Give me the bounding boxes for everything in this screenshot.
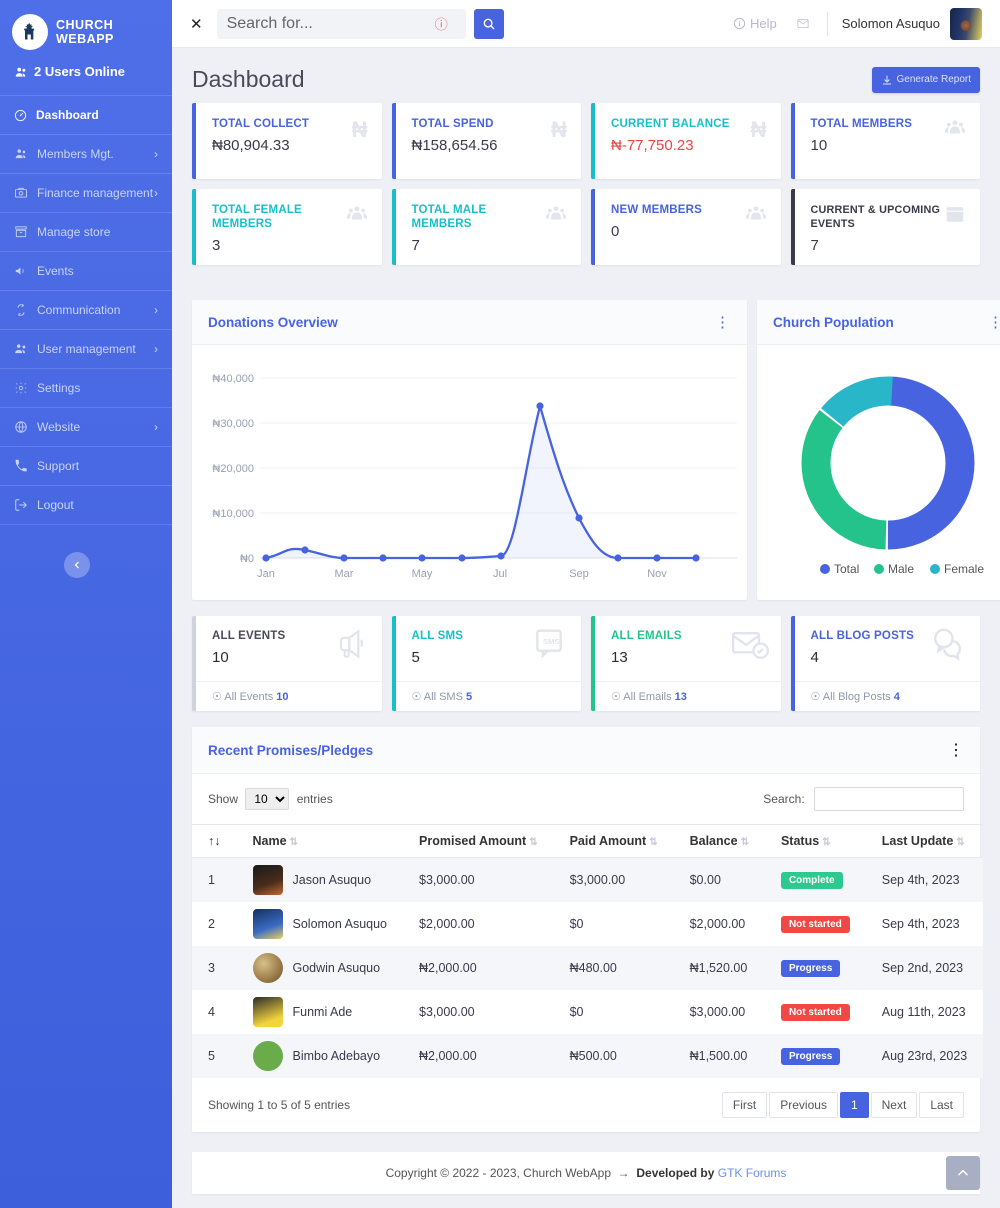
svg-text:Nov: Nov	[647, 568, 667, 580]
svg-text:Male: Male	[888, 562, 914, 576]
svg-text:₦20,000: ₦20,000	[212, 463, 254, 475]
svg-text:Jan: Jan	[257, 568, 275, 580]
svg-text:Mar: Mar	[335, 568, 354, 580]
svg-text:₦40,000: ₦40,000	[212, 373, 254, 385]
svg-text:Female: Female	[944, 562, 984, 576]
svg-text:₦10,000: ₦10,000	[212, 508, 254, 520]
svg-text:Sep: Sep	[569, 568, 589, 580]
svg-text:₦0: ₦0	[240, 553, 254, 565]
svg-text:Jul: Jul	[493, 568, 507, 580]
svg-text:SMS: SMS	[543, 637, 560, 646]
svg-text:₦30,000: ₦30,000	[212, 418, 254, 430]
svg-text:May: May	[412, 568, 433, 580]
svg-text:Total: Total	[834, 562, 859, 576]
